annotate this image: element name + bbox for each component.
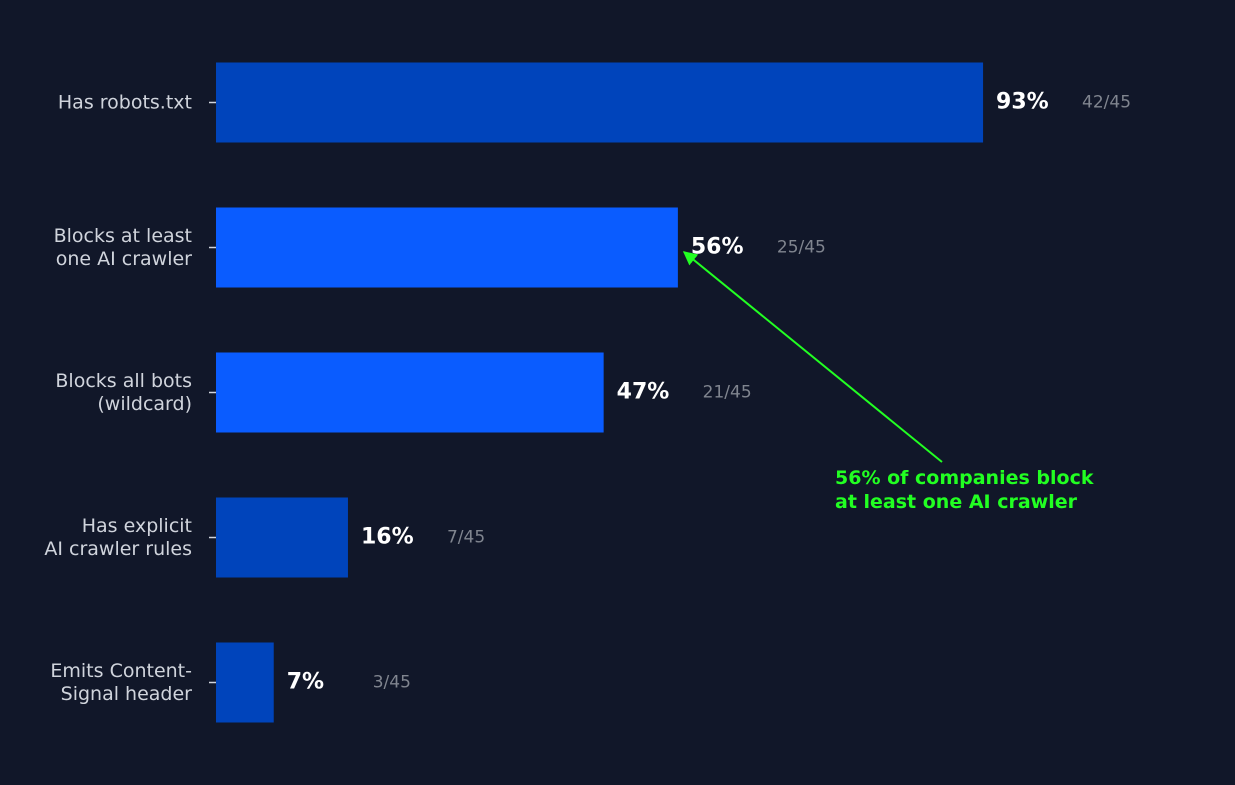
- value-label: 93%: [996, 90, 1049, 115]
- category-label: Blocks all bots (wildcard): [55, 369, 192, 415]
- bar: [216, 62, 984, 143]
- bar: [216, 352, 604, 433]
- annotation-arrow: [682, 251, 943, 463]
- value-label: 16%: [361, 525, 414, 550]
- category-label: Has explicit AI crawler rules: [44, 514, 192, 560]
- category-label: Blocks at least one AI crawler: [53, 224, 192, 270]
- count-label: 42/45: [1082, 93, 1131, 113]
- bar: [216, 642, 274, 723]
- bar: [216, 207, 678, 288]
- value-label: 7%: [287, 670, 324, 695]
- count-label: 25/45: [777, 238, 826, 258]
- value-label: 47%: [617, 380, 670, 405]
- count-label: 7/45: [447, 528, 485, 548]
- category-label: Has robots.txt: [57, 91, 192, 113]
- category-label: Emits Content- Signal header: [50, 659, 192, 705]
- count-label: 21/45: [703, 383, 752, 403]
- value-label: 56%: [691, 235, 744, 260]
- bar: [216, 497, 348, 578]
- annotation: 56% of companies block at least one AI c…: [835, 467, 1094, 513]
- count-label: 3/45: [373, 673, 411, 693]
